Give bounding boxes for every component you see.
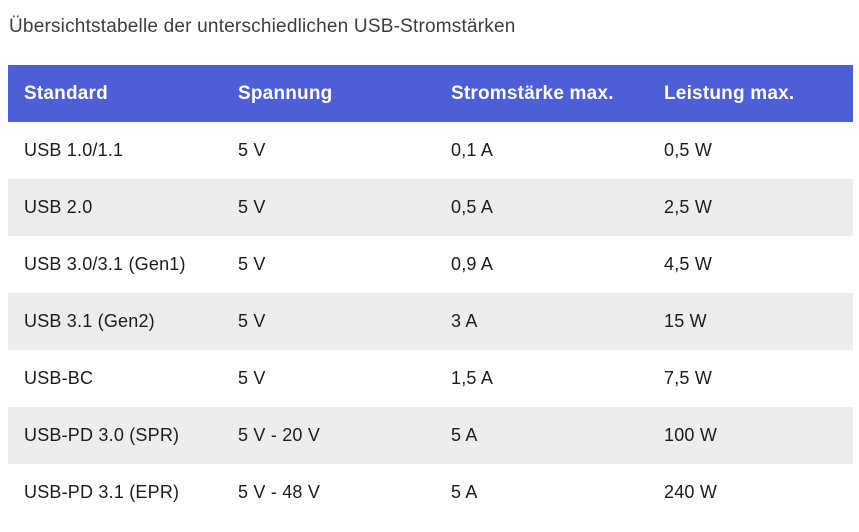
table-cell: USB-BC: [24, 368, 94, 388]
table-cell: 3 A: [451, 311, 478, 331]
table-cell: USB-PD 3.1 (EPR): [24, 482, 180, 502]
table-cell: 5 V: [238, 311, 266, 331]
table-cell: USB 3.1 (Gen2): [24, 311, 155, 331]
header-cell: Leistung max.: [648, 65, 853, 122]
table-cell: 5 A: [451, 425, 478, 445]
table-header-row: Standard Spannung Stromstärke max. Leistung…: [8, 65, 853, 122]
table-cell: 5 V: [238, 197, 266, 217]
table-cell: 1,5 A: [451, 368, 494, 388]
table-row: USB-PD 3.1 (EPR) 5 V - 48 V 5 A 240 W: [8, 464, 853, 521]
table-cell: USB-PD 3.0 (SPR): [24, 425, 180, 445]
table-cell: 100 W: [664, 425, 718, 445]
table-row: USB 2.0 5 V 0,5 A 2,5 W: [8, 179, 853, 236]
table-cell: USB 3.0/3.1 (Gen1): [24, 254, 186, 274]
table-cell: 5 V - 20 V: [238, 425, 321, 445]
table-cell: 5 V: [238, 140, 266, 160]
header-cell: Stromstärke max.: [435, 65, 648, 122]
page-title: Übersichtstabelle der unterschiedlichen …: [9, 16, 516, 37]
table-cell: 4,5 W: [664, 254, 713, 274]
table-row: USB-PD 3.0 (SPR) 5 V - 20 V 5 A 100 W: [8, 407, 853, 464]
table-body: USB 1.0/1.1 5 V 0,1 A 0,5 W USB 2.0 5 V 0,5 A 2…: [8, 122, 853, 521]
table-cell: 5 A: [451, 482, 478, 502]
table-row: USB 3.1 (Gen2) 5 V 3 A 15 W: [8, 293, 853, 350]
table-cell: 0,5 A: [451, 197, 494, 217]
table-row: USB 1.0/1.1 5 V 0,1 A 0,5 W: [8, 122, 853, 179]
table-cell: 7,5 W: [664, 368, 713, 388]
table-cell: 0,9 A: [451, 254, 494, 274]
page: Übersichtstabelle der unterschiedlichen …: [8, 16, 853, 521]
table-cell: 2,5 W: [664, 197, 713, 217]
table-cell: USB 2.0: [24, 197, 93, 217]
table-cell: 5 V - 48 V: [238, 482, 321, 502]
table-row: USB-BC 5 V 1,5 A 7,5 W: [8, 350, 853, 407]
table-cell: 15 W: [664, 311, 707, 331]
table-cell: USB 1.0/1.1: [24, 140, 124, 160]
header-cell: Standard: [8, 65, 222, 122]
table-cell: 5 V: [238, 254, 266, 274]
table-cell: 240 W: [664, 482, 718, 502]
table-row: USB 3.0/3.1 (Gen1) 5 V 0,9 A 4,5 W: [8, 236, 853, 293]
header-cell: Spannung: [222, 65, 435, 122]
table-cell: 0,5 W: [664, 140, 713, 160]
table-cell: 0,1 A: [451, 140, 494, 160]
usb-power-table: Standard Spannung Stromstärke max. Leistung…: [8, 65, 853, 521]
table-cell: 5 V: [238, 368, 266, 388]
